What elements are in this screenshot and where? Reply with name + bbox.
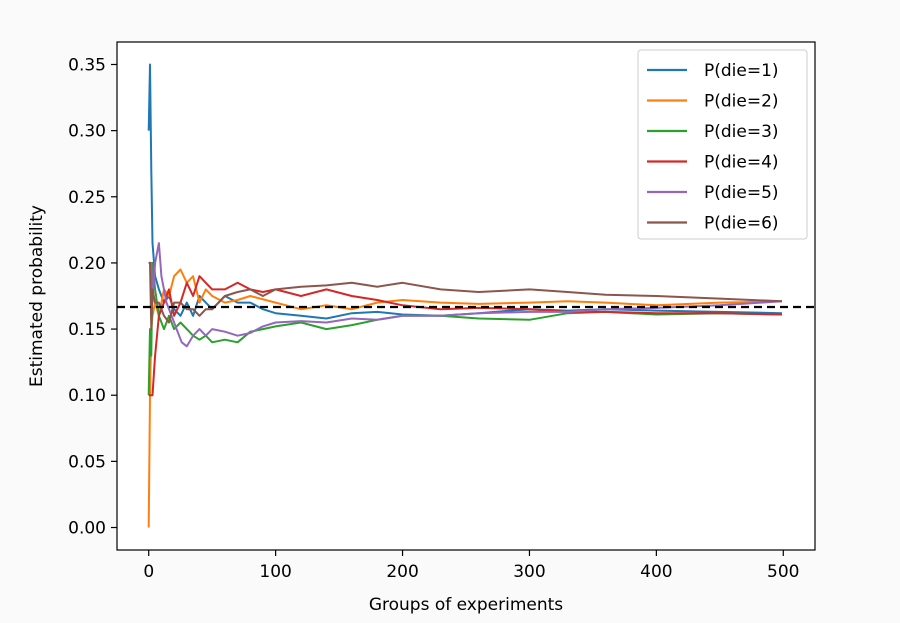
series-line-3 <box>147 261 783 396</box>
y-tick-label: 0.05 <box>68 452 106 472</box>
y-axis-ticks: 0.00 0.05 0.10 0.15 0.20 0.25 0.30 0.35 <box>68 55 117 539</box>
x-axis-ticks: 0 100 200 300 400 500 <box>143 550 799 582</box>
y-tick-label: 0.30 <box>68 122 106 142</box>
legend-entry-label: P(die=6) <box>704 214 779 234</box>
legend: P(die=1) P(die=2) P(die=3) P(die=4) P(die=5)… <box>637 49 808 240</box>
legend-entry-label: P(die=2) <box>704 92 779 112</box>
series-line-4 <box>148 275 783 397</box>
x-axis-label: Groups of experiments <box>369 595 563 615</box>
legend-entry-label: P(die=5) <box>704 183 779 203</box>
x-tick-label: 300 <box>513 562 545 582</box>
legend-entry-label: P(die=3) <box>704 122 779 142</box>
x-tick-label: 200 <box>386 562 418 582</box>
series-line-1 <box>147 63 783 320</box>
legend-entry-label: P(die=1) <box>704 61 779 81</box>
y-tick-label: 0.10 <box>68 386 106 406</box>
x-tick-label: 100 <box>259 562 291 582</box>
plot-frame <box>116 41 816 551</box>
y-tick-label: 0.25 <box>68 188 106 208</box>
y-tick-label: 0.15 <box>68 320 106 340</box>
legend-entry-label: P(die=4) <box>704 153 779 173</box>
y-tick-label: 0.20 <box>68 254 106 274</box>
y-tick-label: 0.35 <box>68 55 106 75</box>
y-tick-label: 0.00 <box>68 519 106 539</box>
x-tick-label: 0 <box>143 562 154 582</box>
x-tick-label: 500 <box>767 562 799 582</box>
y-axis-label: Estimated probability <box>27 205 47 387</box>
series-line-5 <box>148 242 783 348</box>
x-tick-label: 400 <box>640 562 672 582</box>
